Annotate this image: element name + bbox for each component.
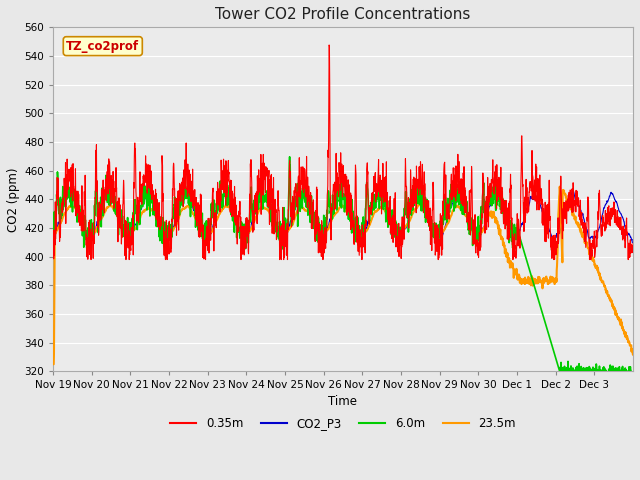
Text: TZ_co2prof: TZ_co2prof: [66, 40, 140, 53]
Title: Tower CO2 Profile Concentrations: Tower CO2 Profile Concentrations: [215, 7, 470, 22]
Y-axis label: CO2 (ppm): CO2 (ppm): [7, 167, 20, 232]
Legend: 0.35m, CO2_P3, 6.0m, 23.5m: 0.35m, CO2_P3, 6.0m, 23.5m: [166, 412, 520, 434]
X-axis label: Time: Time: [328, 395, 358, 408]
